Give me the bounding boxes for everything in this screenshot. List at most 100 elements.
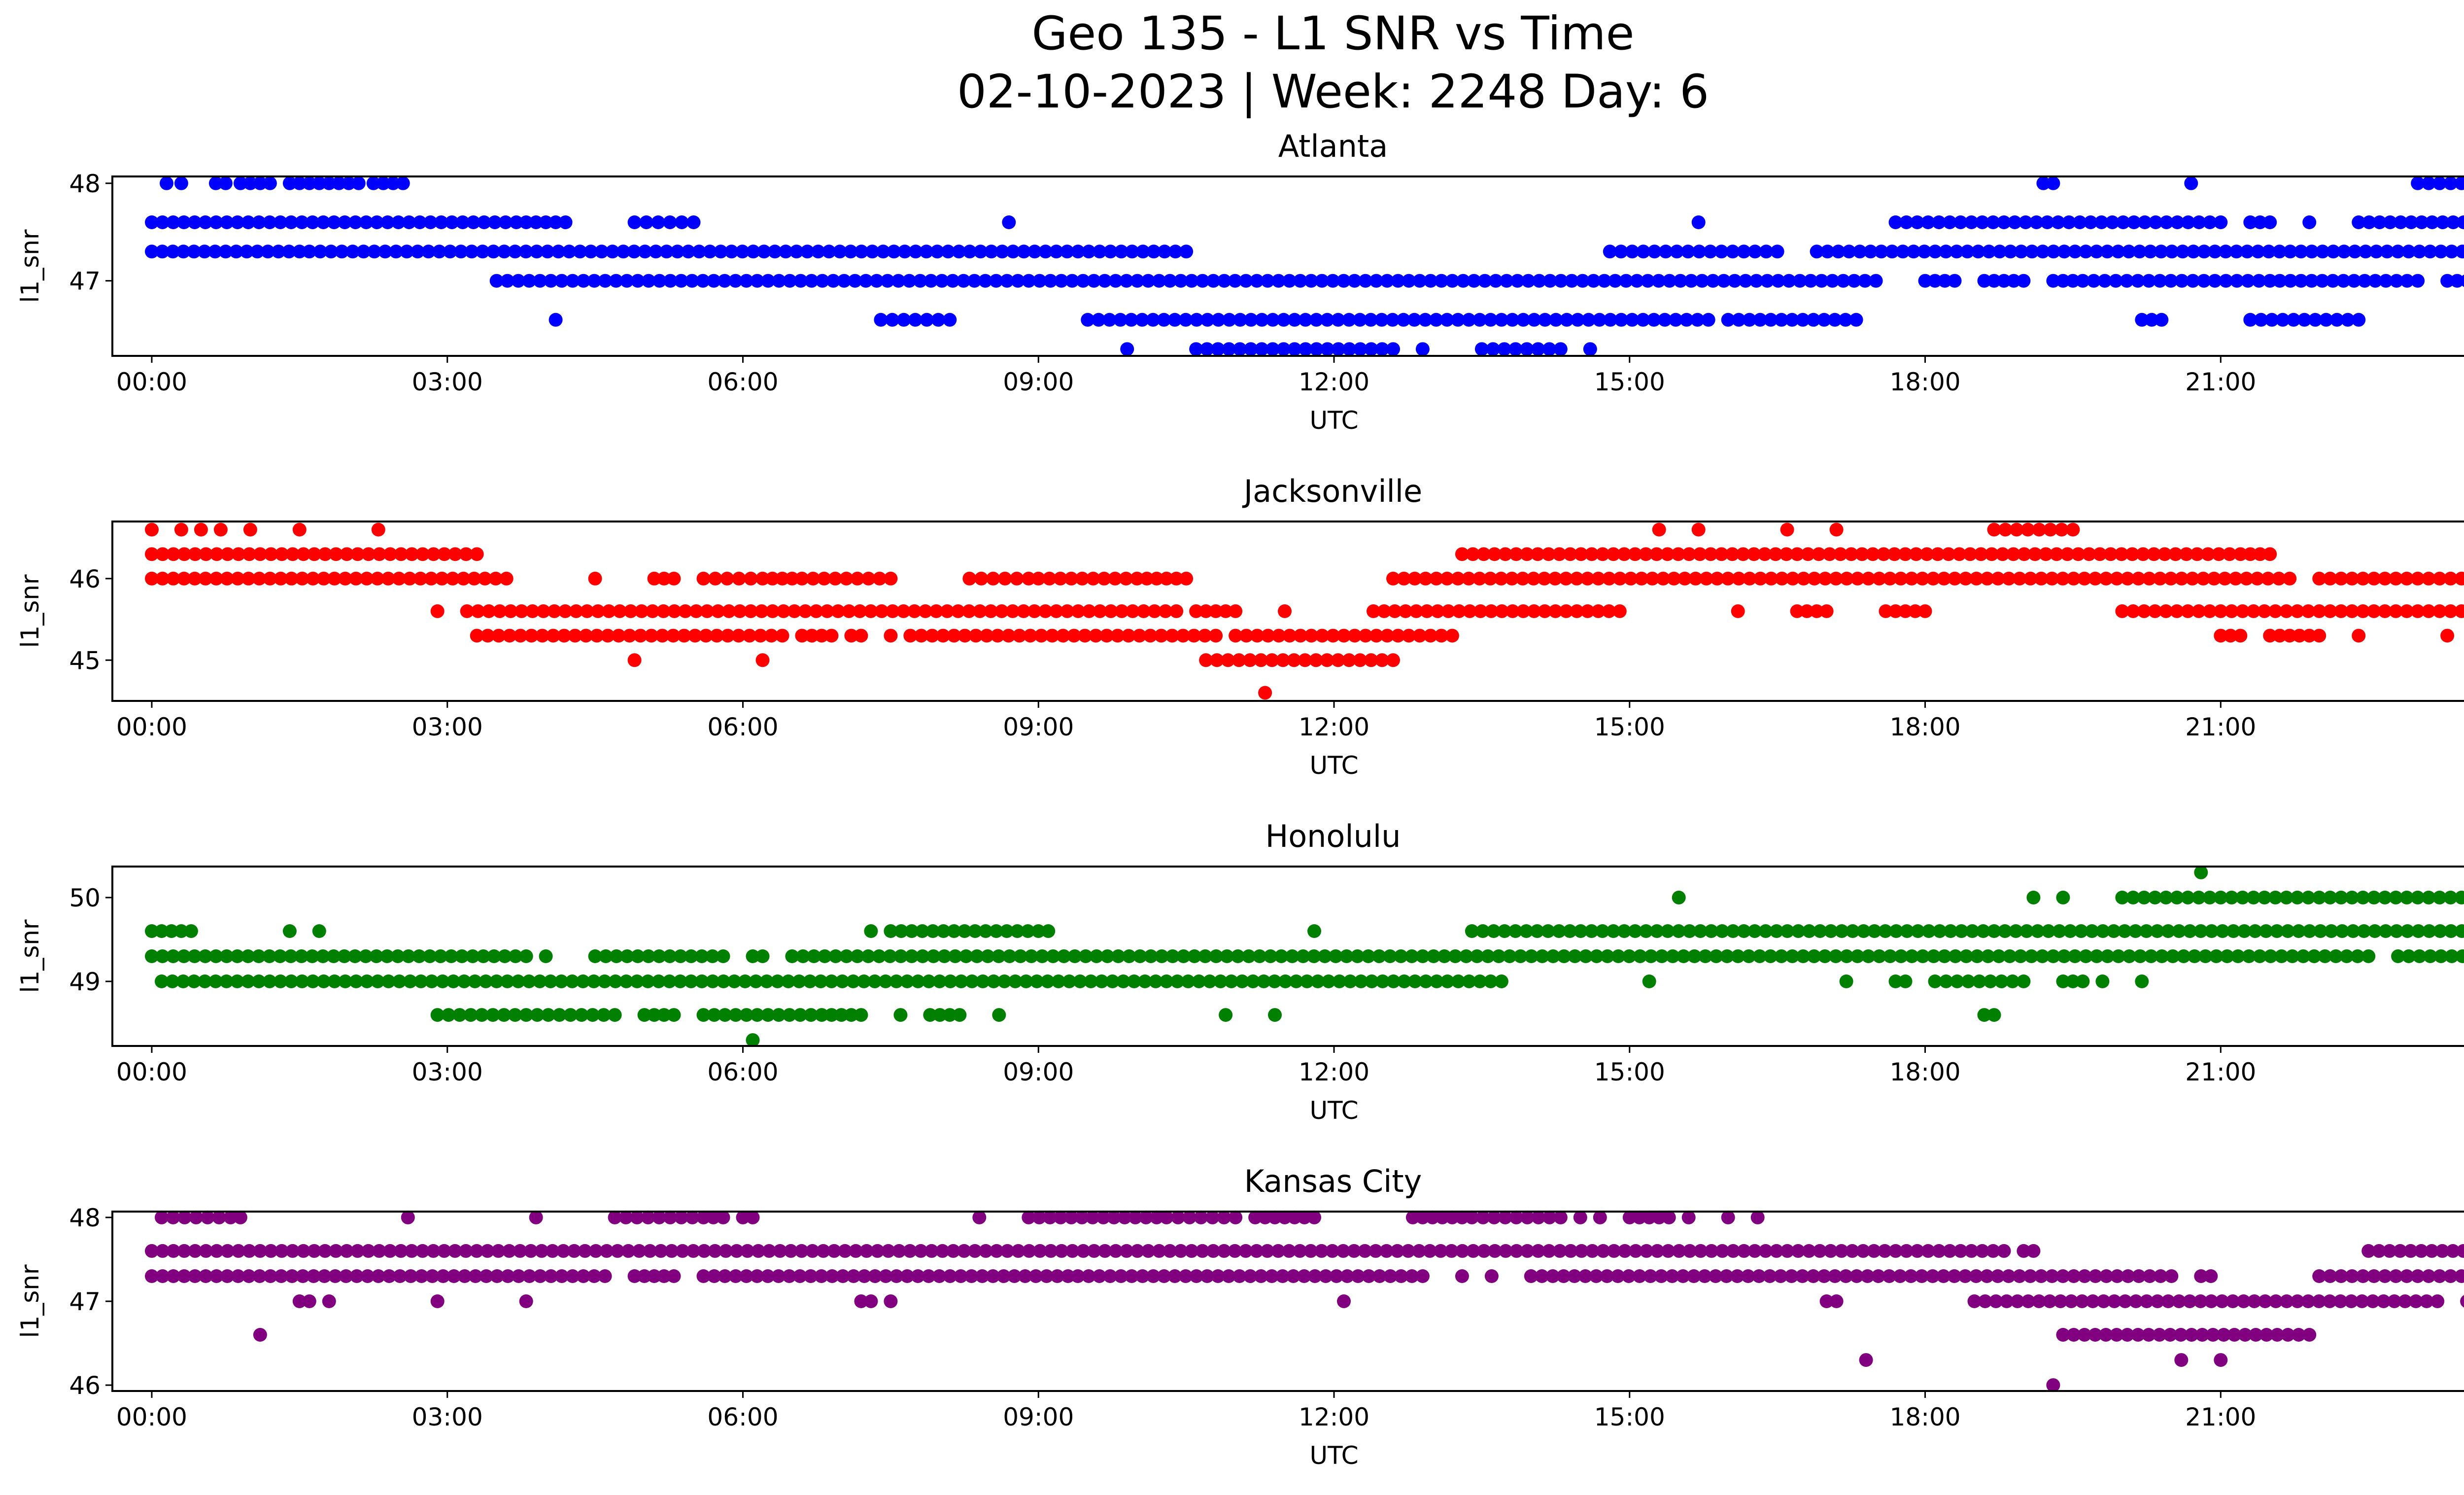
data-point [292, 522, 307, 537]
data-point [454, 244, 468, 259]
data-point [1974, 547, 1988, 561]
data-point [935, 1244, 950, 1258]
data-point [805, 628, 819, 643]
data-point [370, 215, 384, 229]
data-point [589, 1244, 603, 1258]
data-point [250, 244, 265, 259]
data-point [1628, 547, 1642, 561]
data-point [775, 628, 789, 643]
data-point [846, 974, 860, 988]
data-point [2270, 1328, 2284, 1342]
data-point [1283, 628, 1297, 643]
data-point [1087, 1244, 1101, 1258]
data-point [750, 274, 764, 288]
data-point [1476, 547, 1491, 561]
data-point [2460, 1295, 2464, 1308]
data-point [2032, 1294, 2046, 1308]
data-point [1785, 571, 1800, 586]
data-point [1879, 604, 1893, 618]
data-point [292, 244, 307, 259]
data-point [274, 547, 289, 561]
data-point [598, 274, 613, 288]
data-point [643, 1244, 657, 1258]
data-point [1065, 1244, 1080, 1258]
data-point [430, 604, 445, 618]
data-point [1038, 604, 1053, 618]
data-point [1677, 949, 1691, 963]
chart-marks-honolulu [145, 865, 2464, 1047]
data-point [466, 215, 480, 229]
x-tick-label: 18:00 [1889, 1403, 1960, 1431]
data-point [1445, 628, 1459, 643]
data-point [2005, 974, 2019, 988]
data-point [1961, 974, 1975, 988]
data-point [1948, 949, 1962, 963]
data-point [1200, 1269, 1214, 1283]
data-point [716, 1210, 730, 1224]
data-point [2013, 1269, 2026, 1283]
data-point [361, 1244, 376, 1258]
data-point [1585, 1244, 1600, 1258]
data-point [241, 974, 255, 988]
data-point [1086, 1210, 1100, 1224]
data-point [1652, 522, 1666, 537]
data-point [2143, 1269, 2157, 1283]
data-point [1796, 571, 1811, 586]
data-point [1563, 547, 1577, 561]
data-point [1268, 1008, 1282, 1022]
data-point [1721, 1210, 1735, 1224]
data-point [220, 1269, 235, 1283]
data-point [392, 974, 407, 988]
data-point [957, 1244, 971, 1258]
data-point [2115, 604, 2129, 618]
data-point [765, 604, 780, 618]
data-point [2010, 522, 2024, 537]
data-point [1535, 949, 1549, 963]
data-point [2312, 1294, 2326, 1308]
data-point [1527, 604, 1541, 618]
data-point [1477, 1244, 1491, 1258]
data-point [2191, 604, 2206, 618]
data-point [1695, 274, 1709, 288]
data-point [1386, 653, 1400, 667]
data-point [2335, 924, 2349, 938]
data-point [1361, 949, 1375, 963]
data-point [598, 1269, 612, 1283]
data-point [511, 274, 525, 288]
data-point [1369, 1244, 1383, 1258]
data-point [2064, 1294, 2079, 1308]
data-point [2290, 604, 2304, 618]
data-point [1844, 547, 1858, 561]
data-point [943, 1269, 957, 1283]
data-point [663, 274, 678, 288]
data-point [1002, 949, 1017, 963]
data-point [1909, 547, 1923, 561]
data-point [241, 215, 255, 229]
data-point [2237, 924, 2252, 938]
data-point [1082, 604, 1096, 618]
data-point [1936, 1269, 1951, 1283]
data-point [735, 244, 750, 259]
data-point [285, 1244, 300, 1258]
data-point [1725, 547, 1740, 561]
data-point [1405, 1210, 1420, 1224]
data-point [1559, 604, 1574, 618]
data-point [1296, 949, 1310, 963]
data-point [1553, 1244, 1567, 1258]
data-point [980, 628, 994, 643]
data-point [403, 974, 417, 988]
data-point [992, 949, 1006, 963]
data-point [2204, 924, 2219, 938]
data-point [548, 215, 563, 229]
data-point [825, 1269, 839, 1283]
data-point [855, 244, 869, 259]
data-point [295, 974, 309, 988]
data-point [1565, 274, 1579, 288]
data-point [1466, 547, 1480, 561]
data-point [1168, 244, 1183, 259]
data-point [2036, 176, 2051, 190]
data-point [1987, 274, 2001, 288]
data-point [1858, 274, 1872, 288]
data-point [2263, 547, 2277, 561]
data-point [412, 215, 427, 229]
